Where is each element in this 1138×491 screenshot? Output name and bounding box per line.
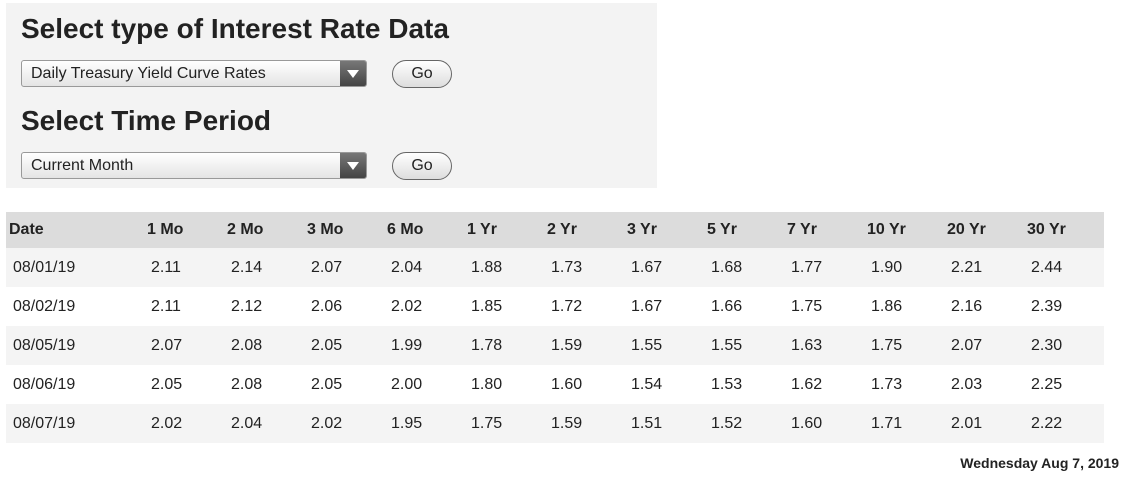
column-header: 5 Yr	[704, 212, 784, 248]
rate-cell: 1.62	[791, 375, 823, 393]
rate-cell: 2.05	[311, 375, 343, 393]
rate-cell: 2.21	[951, 258, 983, 276]
header-row: Date 1 Mo 2 Mo 3 Mo 6 Mo 1 Yr 2 Yr 3 Yr 5 Yr 7 Yr…	[6, 212, 1104, 248]
rate-cell: 1.60	[791, 414, 823, 432]
date-cell: 08/06/19	[13, 375, 76, 393]
rate-cell: 2.08	[231, 336, 263, 354]
rate-cell: 2.07	[951, 336, 983, 354]
rate-cell: 1.77	[791, 258, 823, 276]
rate-cell: 1.72	[551, 297, 583, 315]
date-cell: 08/01/19	[13, 258, 76, 276]
rate-cell: 2.12	[231, 297, 263, 315]
rate-cell: 1.73	[871, 375, 903, 393]
go-button[interactable]: Go	[392, 152, 452, 180]
column-header: 6 Mo	[384, 212, 464, 248]
column-header: 2 Mo	[224, 212, 304, 248]
rate-cell: 1.73	[551, 258, 583, 276]
data-row: 08/06/19 2.05 2.08 2.05 2.00 1.80 1.60 1.54 1.53…	[6, 365, 1104, 404]
rate-cell: 1.55	[631, 336, 663, 354]
rate-cell: 1.88	[471, 258, 503, 276]
heading: Select Time Period	[21, 105, 272, 136]
rate-cell: 1.90	[871, 258, 903, 276]
rate-cell: 2.05	[151, 375, 183, 393]
rate-cell: 2.03	[951, 375, 983, 393]
rate-cell: 1.99	[391, 336, 423, 354]
rate-cell: 1.67	[631, 297, 663, 315]
rate-cell: 2.25	[1031, 375, 1063, 393]
rate-cell: 2.02	[151, 414, 183, 432]
rate-cell: 1.85	[471, 297, 503, 315]
rate-cell: 1.51	[631, 414, 663, 432]
rate-cell: 2.08	[231, 375, 263, 393]
data-row: 08/05/19 2.07 2.08 2.05 1.99 1.78 1.59 1.55 1.55…	[6, 326, 1104, 365]
rate-cell: 2.02	[391, 297, 423, 315]
go-button[interactable]: Go	[392, 60, 452, 88]
selection-panel: Select type of Interest Rate Data Daily …	[6, 3, 657, 188]
data-row: 08/01/19 2.11 2.14 2.07 2.04 1.88 1.73 1.67 1.68…	[6, 248, 1104, 287]
dropdown[interactable]: Daily Treasury Yield Curve Rates	[21, 60, 367, 87]
dropdown-value: Current Month	[31, 157, 134, 174]
rate-cell: 2.16	[951, 297, 983, 315]
rate-cell: 2.22	[1031, 414, 1063, 432]
rate-cell: 2.04	[231, 414, 263, 432]
data-row: 08/02/19 2.11 2.12 2.06 2.02 1.85 1.72 1.67 1.66…	[6, 287, 1104, 326]
dropdown-arrow	[340, 61, 366, 86]
rate-cell: 1.95	[391, 414, 423, 432]
rate-cell: 1.52	[711, 414, 743, 432]
date-cell: 08/05/19	[13, 336, 76, 354]
rate-cell: 2.01	[951, 414, 983, 432]
rate-cell: 2.11	[151, 258, 181, 276]
rate-cell: 1.80	[471, 375, 503, 393]
rate-cell: 2.44	[1031, 258, 1063, 276]
dropdown-value: Daily Treasury Yield Curve Rates	[31, 65, 266, 82]
rate-cell: 1.60	[551, 375, 583, 393]
rate-cell: 2.07	[311, 258, 343, 276]
column-header: 20 Yr	[944, 212, 1024, 248]
column-header: 30 Yr	[1024, 212, 1104, 248]
rate-cell: 2.00	[391, 375, 423, 393]
rate-cell: 2.05	[311, 336, 343, 354]
column-header: 7 Yr	[784, 212, 864, 248]
rate-cell: 1.59	[551, 336, 583, 354]
rate-cell: 1.71	[871, 414, 903, 432]
column-header: 1 Yr	[464, 212, 544, 248]
rate-cell: 1.66	[711, 297, 743, 315]
rate-cell: 1.78	[471, 336, 503, 354]
column-header: Date	[6, 212, 144, 248]
rate-cell: 2.02	[311, 414, 343, 432]
rate-cell: 1.59	[551, 414, 583, 432]
rate-cell: 2.07	[151, 336, 183, 354]
rate-cell: 1.54	[631, 375, 663, 393]
dropdown[interactable]: Current Month	[21, 152, 367, 179]
rate-cell: 2.30	[1031, 336, 1063, 354]
rate-cell: 1.86	[871, 297, 903, 315]
heading: Select type of Interest Rate Data	[21, 13, 449, 44]
date-cell: 08/07/19	[13, 414, 76, 432]
rate-cell: 1.68	[711, 258, 743, 276]
rate-cell: 2.06	[311, 297, 343, 315]
rate-cell: 1.63	[791, 336, 823, 354]
column-header: 10 Yr	[864, 212, 944, 248]
column-header: 1 Mo	[144, 212, 224, 248]
rate-cell: 1.67	[631, 258, 663, 276]
rate-cell: 1.75	[871, 336, 903, 354]
column-header: 3 Yr	[624, 212, 704, 248]
rate-cell: 1.75	[471, 414, 503, 432]
date-cell: 08/02/19	[13, 297, 76, 315]
rate-cell: 2.14	[231, 258, 263, 276]
rate-cell: 1.53	[711, 375, 743, 393]
rate-cell: 2.39	[1031, 297, 1063, 315]
rate-cell: 2.11	[151, 297, 181, 315]
data-row: 08/07/19 2.02 2.04 2.02 1.95 1.75 1.59 1.51 1.52…	[6, 404, 1104, 443]
dropdown-arrow	[340, 153, 366, 178]
rate-cell: 1.55	[711, 336, 743, 354]
date-stamp: Wednesday Aug 7, 2019	[960, 455, 1119, 471]
rate-cell: 2.04	[391, 258, 423, 276]
column-header: 2 Yr	[544, 212, 624, 248]
rate-cell: 1.75	[791, 297, 823, 315]
rates-table: Date 1 Mo 2 Mo 3 Mo 6 Mo 1 Yr 2 Yr 3 Yr 5 Yr 7 Yr…	[6, 212, 1104, 443]
column-header: 3 Mo	[304, 212, 384, 248]
